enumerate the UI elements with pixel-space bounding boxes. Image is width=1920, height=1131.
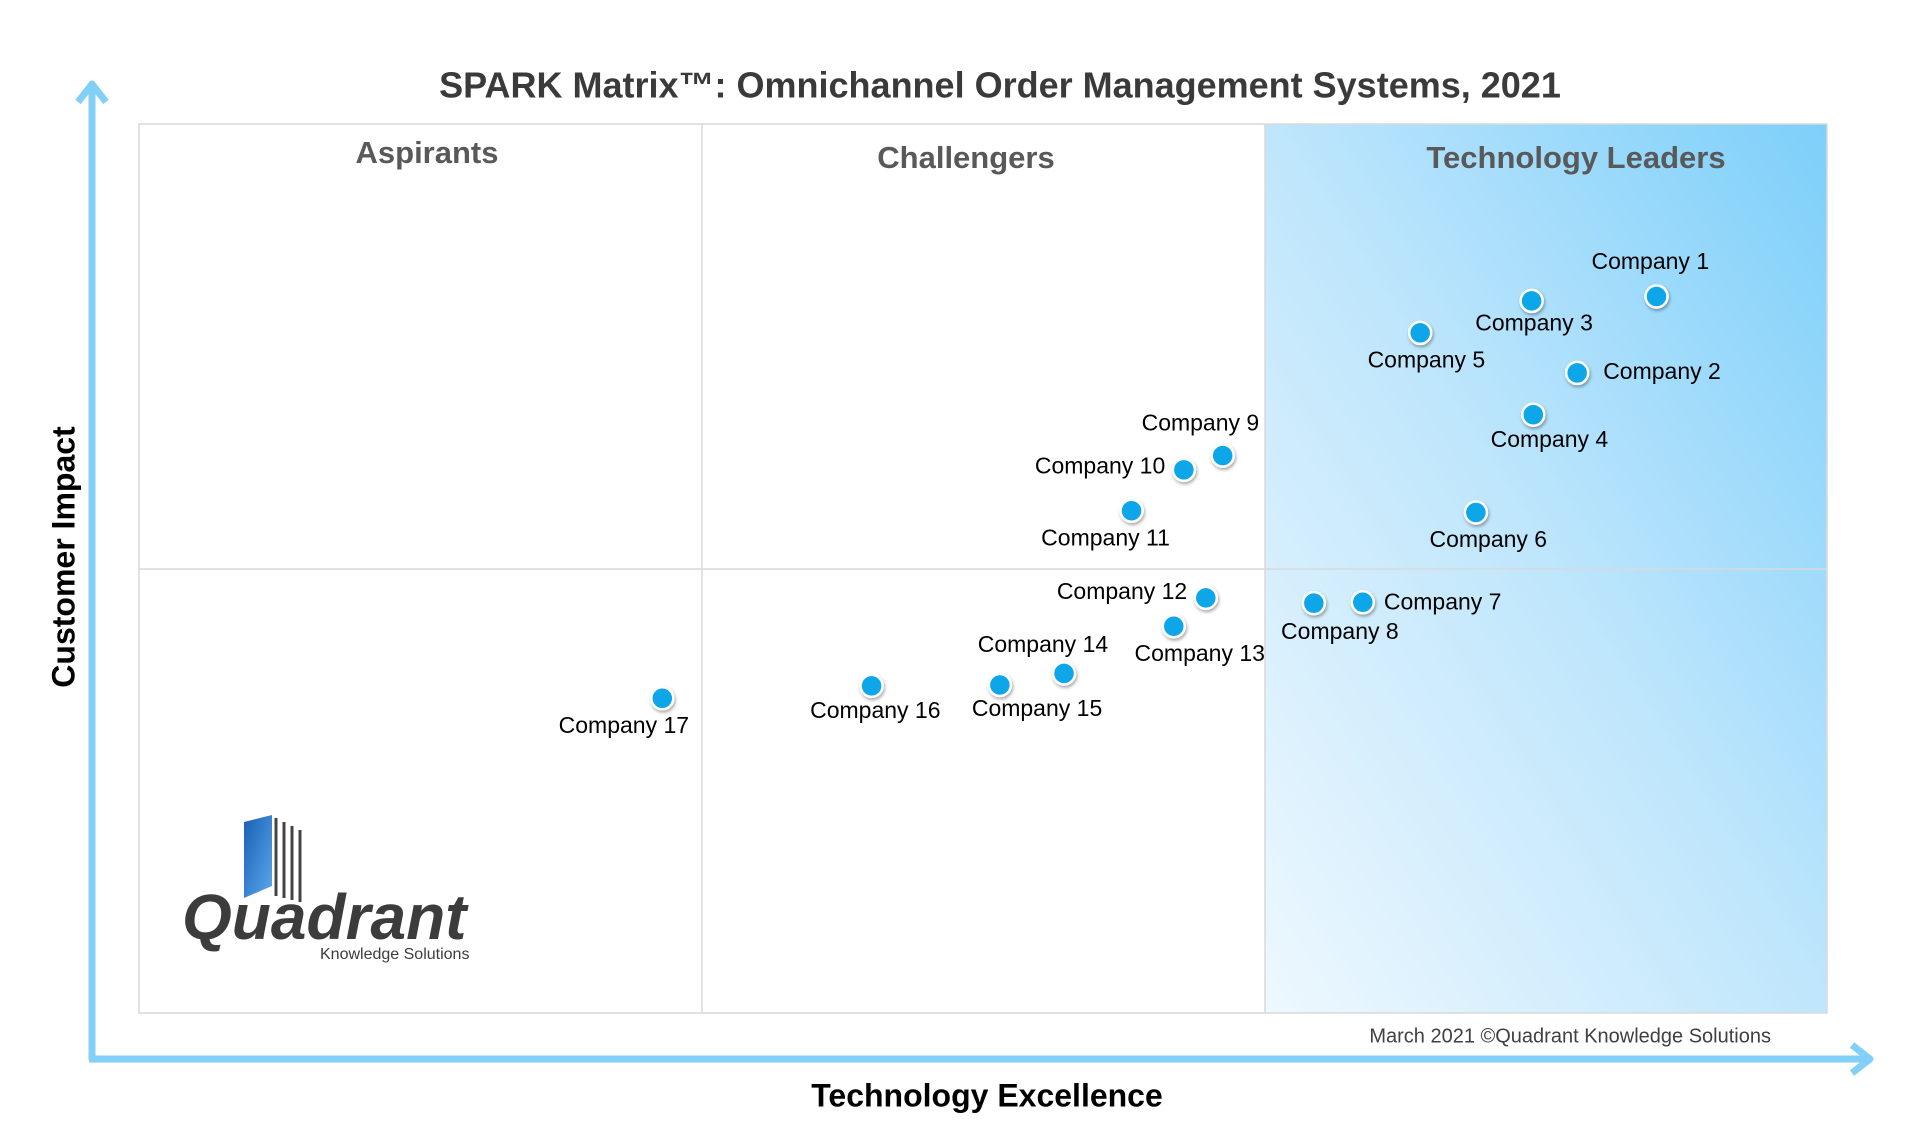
data-point xyxy=(1210,443,1235,468)
x-axis-label: Technology Excellence xyxy=(811,1077,1163,1113)
point-label: Company 5 xyxy=(1368,346,1486,372)
chart-title: SPARK Matrix™: Omnichannel Order Managem… xyxy=(439,65,1561,106)
point-label: Company 12 xyxy=(1057,578,1187,604)
logo-tagline: Knowledge Solutions xyxy=(320,946,469,963)
data-point xyxy=(1463,500,1489,525)
data-point xyxy=(859,673,884,699)
data-point xyxy=(1521,402,1546,427)
point-label: Company 14 xyxy=(978,631,1109,657)
quadrant-label: Challengers xyxy=(877,140,1054,175)
quadrant-label: Technology Leaders xyxy=(1426,140,1725,175)
point-label: Company 6 xyxy=(1429,526,1547,552)
y-axis-label: Customer Impact xyxy=(45,426,81,688)
logo: Quadrant Knowledge Solutions xyxy=(182,815,469,963)
point-label: Company 4 xyxy=(1491,426,1609,452)
x-axis-arrowhead xyxy=(1849,1042,1874,1076)
data-point xyxy=(1519,288,1544,314)
data-point xyxy=(1564,360,1590,386)
point-label: Company 3 xyxy=(1475,310,1593,336)
data-point xyxy=(1644,284,1669,309)
point-label: Company 13 xyxy=(1135,640,1265,666)
logo-pages xyxy=(274,818,302,902)
point-label: Company 7 xyxy=(1384,589,1502,615)
logo-name: Quadrant xyxy=(182,881,469,953)
point-label: Company 1 xyxy=(1592,248,1710,274)
footnote: March 2021 ©Quadrant Knowledge Solutions xyxy=(1369,1025,1771,1047)
data-point xyxy=(1301,590,1327,616)
data-point xyxy=(1171,457,1197,483)
point-label: Company 11 xyxy=(1041,524,1170,550)
data-point xyxy=(1350,590,1376,615)
y-axis-arrowhead xyxy=(75,80,109,105)
point-label: Company 2 xyxy=(1603,358,1721,384)
point-label: Company 8 xyxy=(1281,618,1399,644)
data-point xyxy=(650,686,675,711)
logo-book xyxy=(244,815,272,898)
data-point xyxy=(987,672,1013,698)
point-label: Company 9 xyxy=(1142,410,1260,436)
point-label: Company 16 xyxy=(810,697,940,723)
point-label: Company 15 xyxy=(972,695,1102,721)
point-label: Company 17 xyxy=(559,712,689,738)
data-point xyxy=(1407,320,1433,346)
data-point xyxy=(1161,614,1186,639)
data-point xyxy=(1119,498,1144,523)
point-label: Company 10 xyxy=(1035,452,1165,478)
data-point xyxy=(1193,585,1219,611)
data-point xyxy=(1051,661,1077,686)
quadrant-label: Aspirants xyxy=(356,135,499,170)
